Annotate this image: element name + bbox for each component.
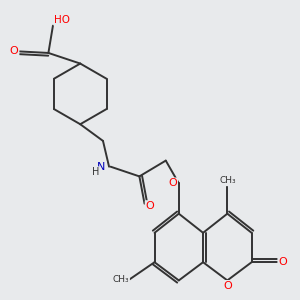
Text: HO: HO (55, 15, 70, 25)
Text: O: O (10, 46, 19, 56)
Text: O: O (146, 201, 154, 211)
Text: CH₃: CH₃ (219, 176, 236, 185)
Text: N: N (97, 162, 106, 172)
Text: CH₃: CH₃ (112, 275, 129, 284)
Text: O: O (168, 178, 177, 188)
Text: H: H (92, 167, 99, 177)
Text: O: O (223, 281, 232, 291)
Text: O: O (278, 257, 287, 267)
